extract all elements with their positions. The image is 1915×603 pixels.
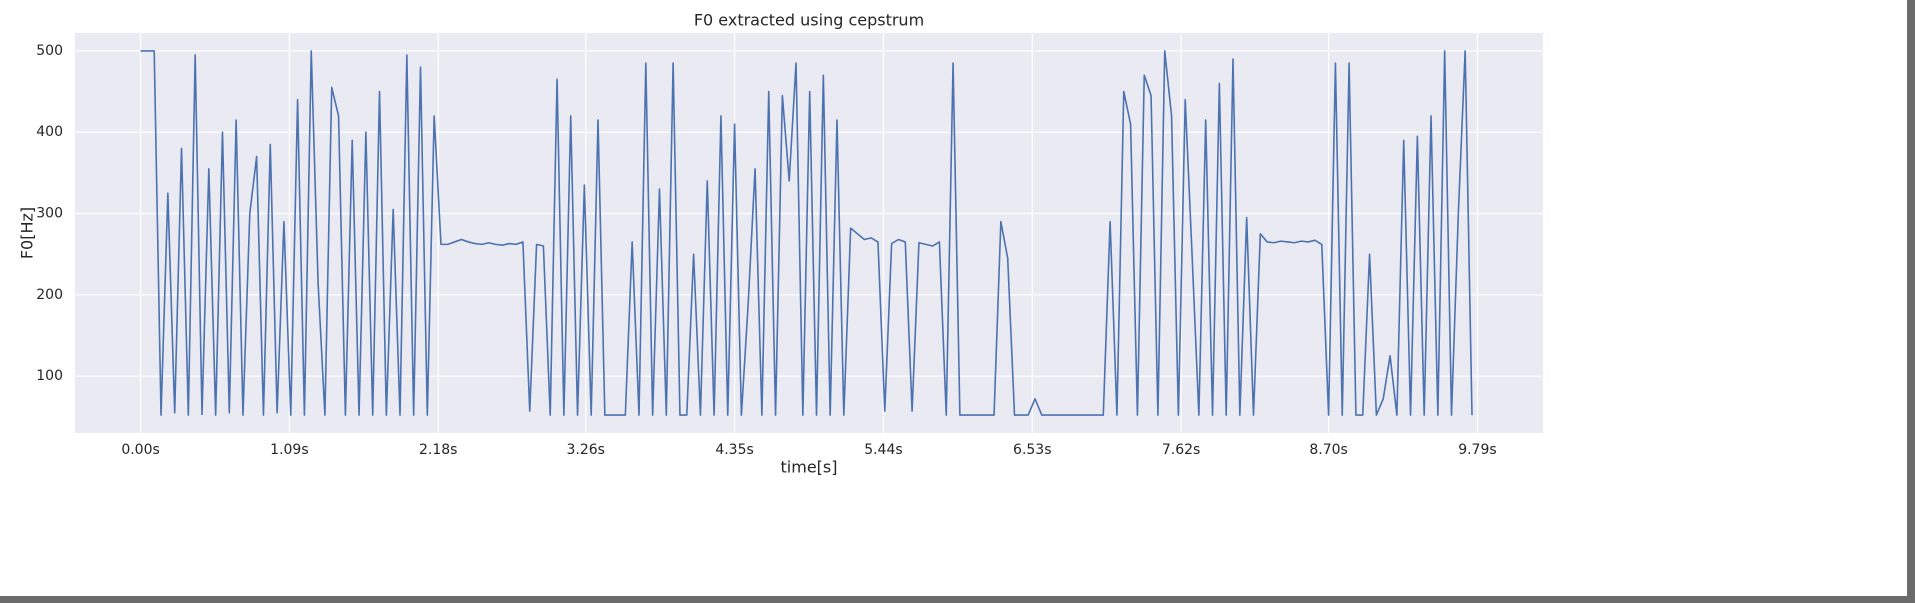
x-tick-label: 6.53s bbox=[1013, 442, 1051, 458]
y-tick-label: 200 bbox=[36, 287, 63, 303]
chart-title: F0 extracted using cepstrum bbox=[694, 11, 924, 30]
y-tick-label: 500 bbox=[36, 43, 63, 59]
x-tick-label: 0.00s bbox=[121, 442, 159, 458]
x-tick-label: 1.09s bbox=[270, 442, 308, 458]
y-tick-label: 400 bbox=[36, 124, 63, 140]
y-axis-label: F0[Hz] bbox=[18, 207, 37, 259]
y-tick-label: 300 bbox=[36, 205, 63, 221]
y-tick-label: 100 bbox=[36, 368, 63, 384]
x-tick-label: 5.44s bbox=[864, 442, 902, 458]
x-tick-label: 7.62s bbox=[1162, 442, 1200, 458]
x-tick-label: 3.26s bbox=[566, 442, 604, 458]
f0-line bbox=[140, 50, 1473, 416]
x-tick-label: 8.70s bbox=[1309, 442, 1347, 458]
x-tick-label: 4.35s bbox=[715, 442, 753, 458]
x-tick-label: 2.18s bbox=[419, 442, 457, 458]
x-axis-label: time[s] bbox=[781, 458, 838, 477]
x-tick-label: 9.79s bbox=[1458, 442, 1496, 458]
